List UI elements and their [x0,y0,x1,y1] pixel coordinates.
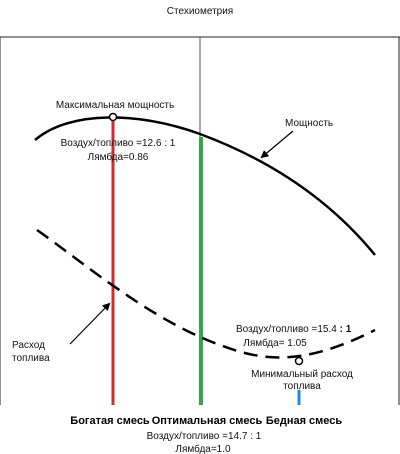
zone-optimal-label: Оптимальная смесь [152,415,263,427]
zone-lean-label: Бедная смесь [266,415,343,427]
fuel-curve-arrow [69,302,111,345]
fuel-curve-label-line1: Расход [12,340,45,351]
min-fuel-label-line1: Минимальный расход [251,369,353,380]
max-power-label: Максимальная мощность [56,100,174,111]
lean-lambda-label: Лямбда= 1.05 [243,337,307,349]
fuel-curve-label-line2: топлива [12,353,50,364]
lean-ratio-prefix: Воздух/топливо =15.4 [236,324,337,335]
stoich-lambda-label: Лямбда=1.0 [175,443,231,454]
min-fuel-label-line2: топлива [283,381,321,392]
lean-ratio-suffix: : 1 [337,324,352,335]
min-fuel-point [294,356,304,366]
power-curve-arrow [260,130,294,159]
max-power-lambda-label: Лямбда=0.86 [88,151,149,163]
stoich-ratio-label: Воздух/топливо =14.7 : 1 [147,431,262,442]
fuel-consumption-curve [36,228,376,359]
power-curve-label: Мощность [285,118,333,129]
diagram-title: Стехиометрия [167,6,233,17]
power-curve [34,116,376,256]
lean-ratio-label: Воздух/топливо =15.4 : 1 [236,324,352,335]
zone-rich-label: Богатая смесь [70,415,150,427]
max-power-ratio-label: Воздух/топливо =12.6 : 1 [61,138,176,149]
max-power-point [108,112,118,122]
